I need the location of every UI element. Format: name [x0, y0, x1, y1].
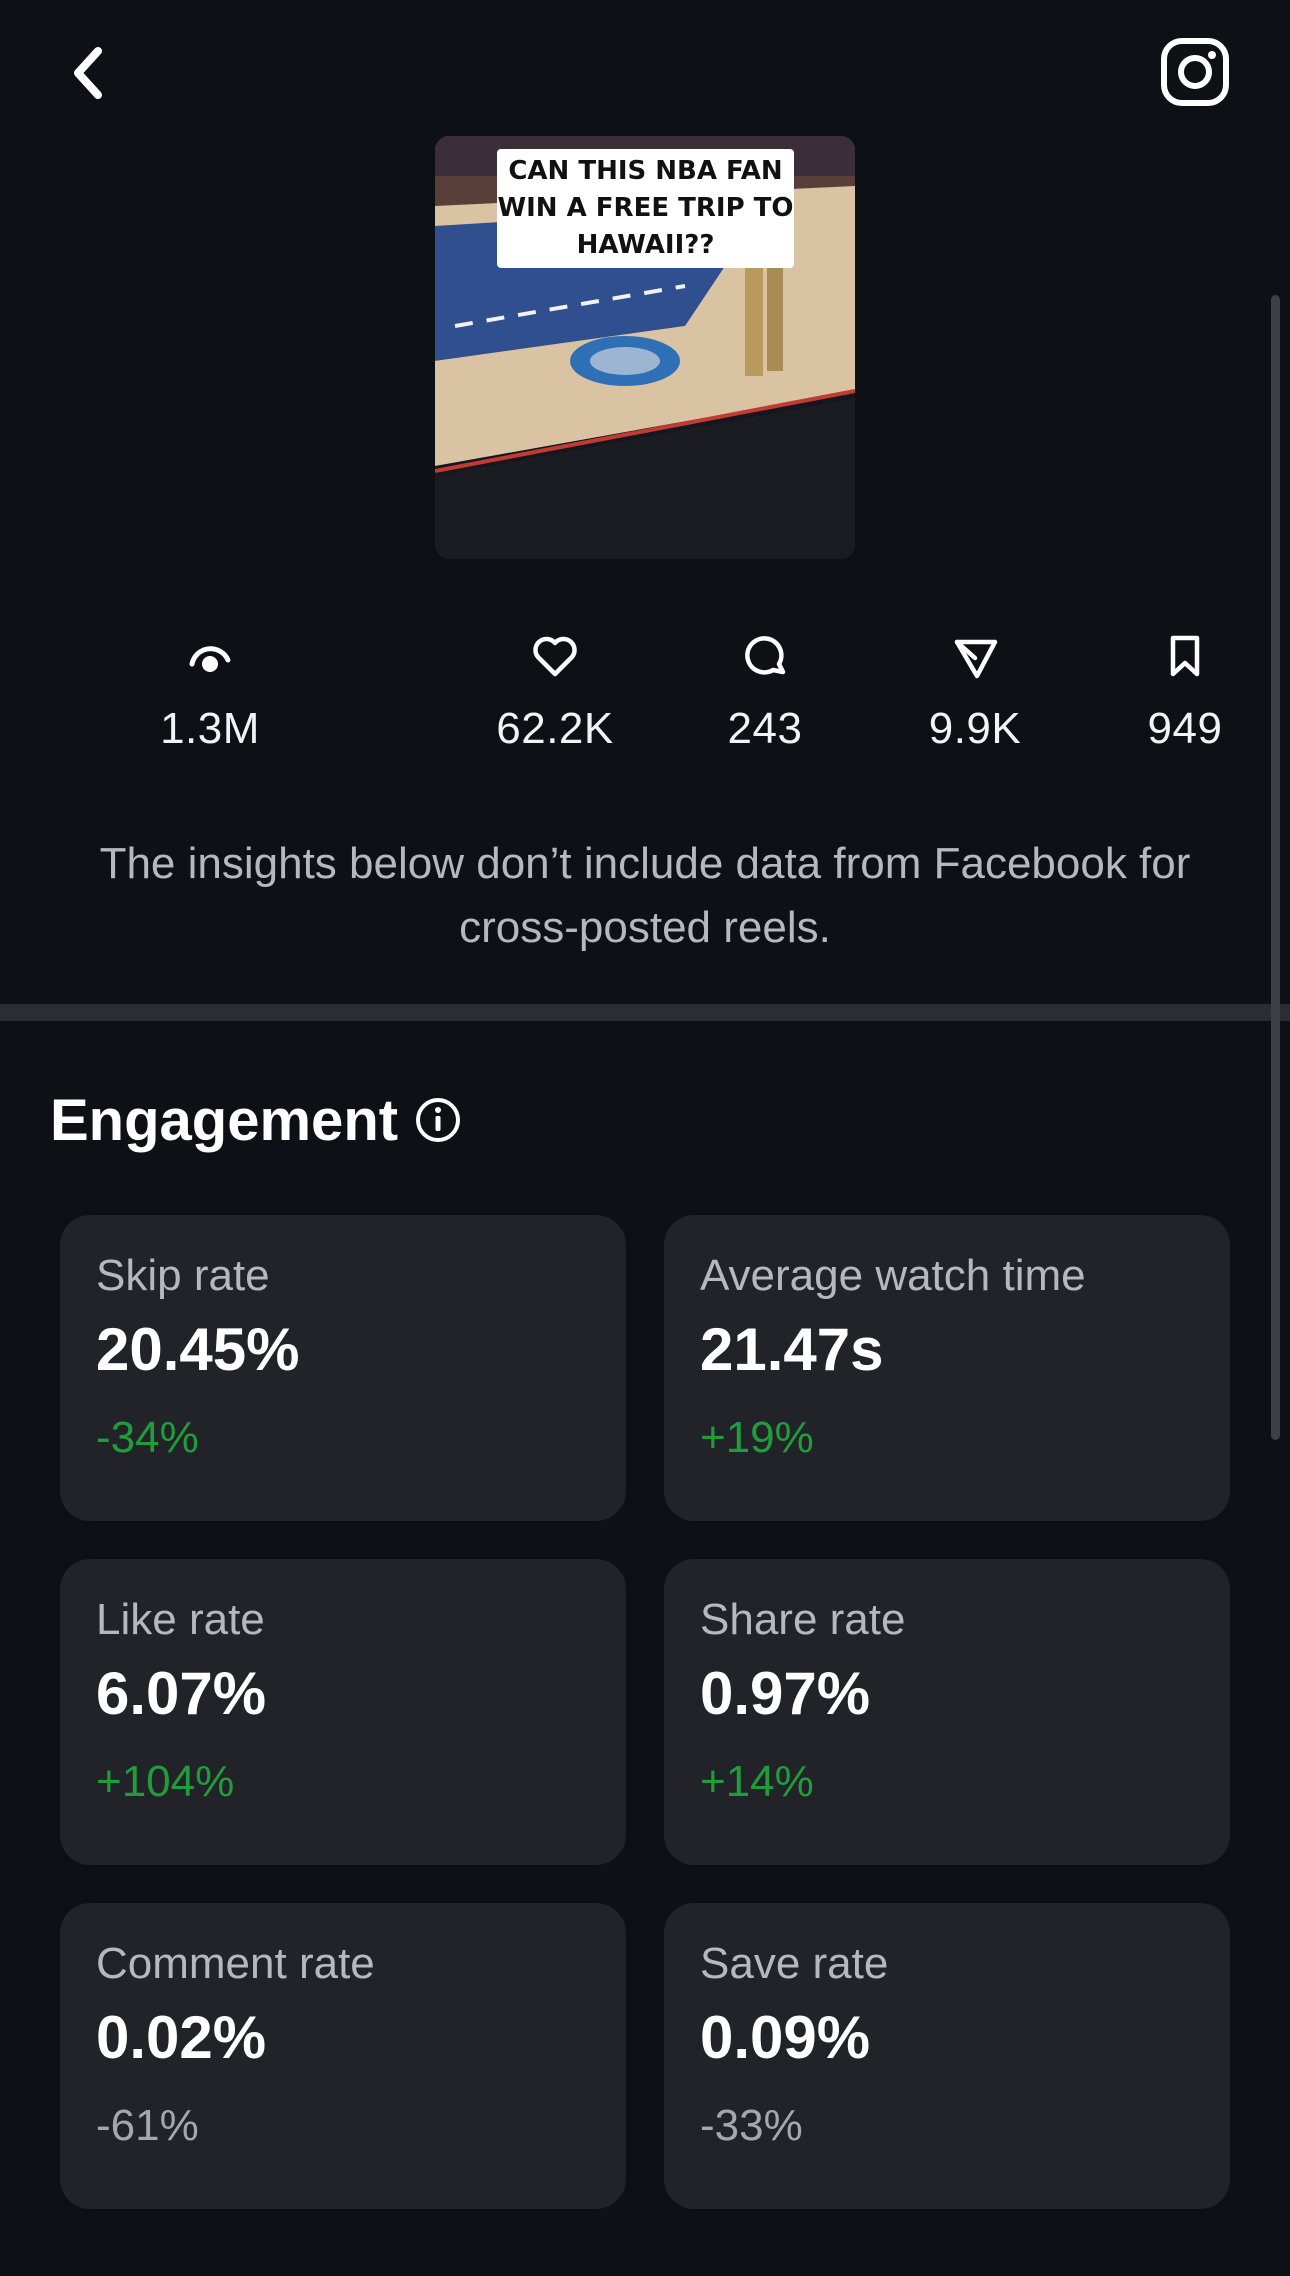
section-divider — [0, 1004, 1290, 1021]
stat-shares: 9.9K — [885, 630, 1065, 754]
stat-likes-value: 62.2K — [496, 704, 614, 753]
stat-saves: 949 — [1095, 630, 1275, 754]
instagram-button[interactable] — [1155, 32, 1235, 112]
share-rate-card[interactable]: Share rate 0.97% +14% — [664, 1559, 1230, 1865]
card-label: Average watch time — [700, 1251, 1086, 1300]
stat-likes: 62.2K — [465, 630, 645, 754]
skip-rate-card[interactable]: Skip rate 20.45% -34% — [60, 1215, 626, 1521]
average-watch-time-card[interactable]: Average watch time 21.47s +19% — [664, 1215, 1230, 1521]
reel-thumbnail[interactable]: CAN THIS NBA FAN WIN A FREE TRIP TO HAWA… — [435, 136, 855, 559]
info-icon[interactable] — [414, 1096, 462, 1144]
reel-stats: 1.3M 62.2K 243 9.9K 949 — [120, 630, 1222, 770]
engagement-title: Engagement — [50, 1087, 399, 1153]
chevron-left-icon — [74, 47, 102, 99]
comment-icon — [745, 636, 786, 675]
card-label: Comment rate — [96, 1939, 375, 1988]
card-label: Skip rate — [96, 1251, 270, 1300]
like-rate-card[interactable]: Like rate 6.07% +104% — [60, 1559, 626, 1865]
card-change: +19% — [700, 1413, 814, 1462]
stat-views-value: 1.3M — [160, 704, 260, 753]
card-change: +104% — [96, 1757, 235, 1806]
scrollbar[interactable] — [1271, 295, 1280, 1440]
stat-saves-value: 949 — [1147, 704, 1223, 753]
card-value: 6.07% — [96, 1660, 267, 1727]
thumbnail-caption: CAN THIS NBA FAN WIN A FREE TRIP TO HAWA… — [497, 149, 794, 268]
card-value: 0.09% — [700, 2004, 871, 2071]
instagram-icon — [1161, 38, 1229, 106]
card-change: -61% — [96, 2101, 199, 2150]
card-value: 0.97% — [700, 1660, 871, 1727]
stat-shares-value: 9.9K — [928, 704, 1022, 753]
share-icon — [954, 639, 998, 679]
bookmark-icon — [1170, 635, 1200, 677]
views-icon — [189, 646, 231, 672]
comment-rate-card[interactable]: Comment rate 0.02% -61% — [60, 1903, 626, 2209]
stat-comments: 243 — [675, 630, 855, 754]
stat-views: 1.3M — [120, 630, 300, 754]
card-label: Share rate — [700, 1595, 906, 1644]
engagement-header: Engagement — [50, 1084, 462, 1156]
card-change: -33% — [700, 2101, 803, 2150]
card-label: Like rate — [96, 1595, 265, 1644]
card-value: 20.45% — [96, 1316, 300, 1383]
card-change: -34% — [96, 1413, 199, 1462]
back-button[interactable] — [58, 38, 118, 108]
save-rate-card[interactable]: Save rate 0.09% -33% — [664, 1903, 1230, 2209]
card-value: 0.02% — [96, 2004, 267, 2071]
facebook-data-notice: The insights below don’t include data fr… — [99, 839, 1191, 952]
heart-icon — [533, 636, 577, 677]
card-change: +14% — [700, 1757, 814, 1806]
card-value: 21.47s — [700, 1316, 884, 1383]
card-label: Save rate — [700, 1939, 889, 1988]
stat-comments-value: 243 — [727, 704, 803, 753]
